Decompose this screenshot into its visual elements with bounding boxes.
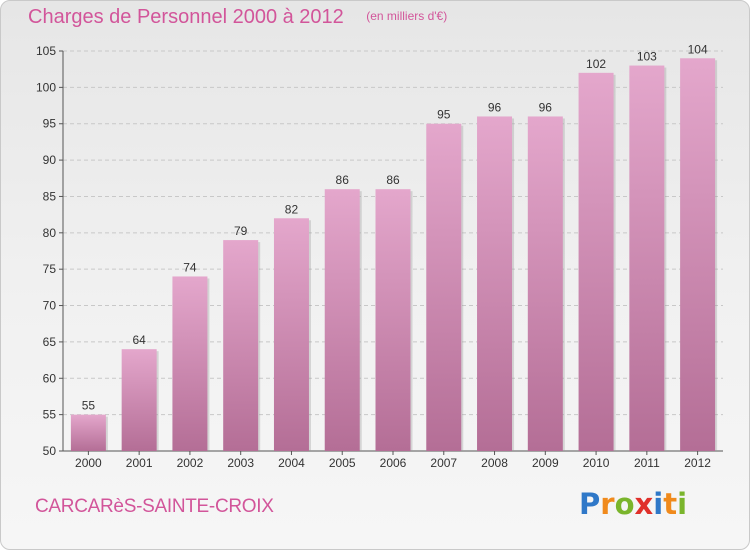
bar-2007	[426, 123, 462, 452]
logo-letter: i	[653, 487, 664, 521]
y-tick-label: 65	[43, 335, 57, 349]
y-tick-label: 60	[43, 371, 57, 385]
logo-letter: x	[634, 487, 654, 521]
bar-value-label: 95	[437, 108, 451, 122]
x-tick-label: 2011	[634, 456, 660, 470]
y-tick-label: 95	[43, 117, 57, 131]
proxiti-logo[interactable]: Proxiti	[579, 487, 687, 521]
bar-value-label: 104	[688, 42, 708, 56]
bars	[70, 58, 718, 452]
x-tick-label: 2008	[481, 456, 508, 470]
labels: 50 55 60 65 70 75 80 85 90 95 100 105 55 2000 64 2001 74…	[36, 42, 711, 470]
x-tick-label: 2003	[227, 456, 254, 470]
bar-2002	[172, 276, 208, 451]
x-tick-label: 2005	[329, 456, 356, 470]
bar-2003	[223, 240, 259, 451]
x-tick-label: 2004	[278, 456, 305, 470]
y-tick-label: 55	[43, 408, 57, 422]
bar-2006	[375, 189, 411, 451]
x-tick-label: 2000	[75, 456, 102, 470]
logo-letter: P	[579, 487, 601, 521]
x-tick-label: 2010	[583, 456, 610, 470]
x-tick-label: 2002	[177, 456, 204, 470]
bar-2008	[477, 116, 513, 452]
x-tick-label: 2001	[126, 456, 153, 470]
bar-value-label: 96	[539, 100, 553, 114]
chart-unit: (en milliers d'€)	[366, 9, 448, 23]
bar-value-label: 64	[132, 333, 146, 347]
bar-value-label: 79	[234, 224, 248, 238]
logo-letter: t	[663, 487, 678, 521]
y-tick-label: 70	[43, 299, 57, 313]
bar-2004	[273, 218, 309, 451]
bar-2009	[527, 116, 563, 452]
x-tick-label: 2006	[380, 456, 407, 470]
x-tick-label: 2012	[684, 456, 711, 470]
y-tick-label: 100	[36, 80, 56, 94]
y-tick-label: 50	[43, 444, 57, 458]
x-tick-label: 2009	[532, 456, 559, 470]
bar-2001	[121, 349, 157, 451]
bar-2005	[324, 189, 360, 451]
bar-value-label: 96	[488, 100, 502, 114]
y-tick-label: 75	[43, 262, 57, 276]
bar-value-label: 55	[82, 399, 96, 413]
y-tick-label: 105	[36, 44, 56, 58]
bar-value-label: 86	[386, 173, 400, 187]
y-tick-label: 90	[43, 153, 57, 167]
bar-2012	[680, 58, 716, 451]
logo-letter: i	[677, 487, 688, 521]
bar-value-label: 102	[586, 57, 606, 71]
x-tick-label: 2007	[430, 456, 457, 470]
bar-value-label: 86	[336, 173, 350, 187]
chart-title: Charges de Personnel 2000 à 2012	[28, 6, 344, 28]
logo-letter: r	[600, 487, 615, 521]
bar-2000	[70, 414, 106, 451]
bar-2010	[578, 72, 614, 452]
bar-value-label: 82	[285, 202, 299, 216]
bar-value-label: 74	[183, 260, 197, 274]
logo-letter: o	[614, 487, 635, 521]
y-tick-label: 85	[43, 189, 57, 203]
bar-2011	[629, 65, 665, 451]
bar-value-label: 103	[637, 50, 657, 64]
y-tick-label: 80	[43, 226, 57, 240]
commune-name: CARCARèS-SAINTE-CROIX	[35, 496, 274, 517]
title-line: Charges de Personnel 2000 à 2012 (en mil…	[28, 6, 447, 29]
